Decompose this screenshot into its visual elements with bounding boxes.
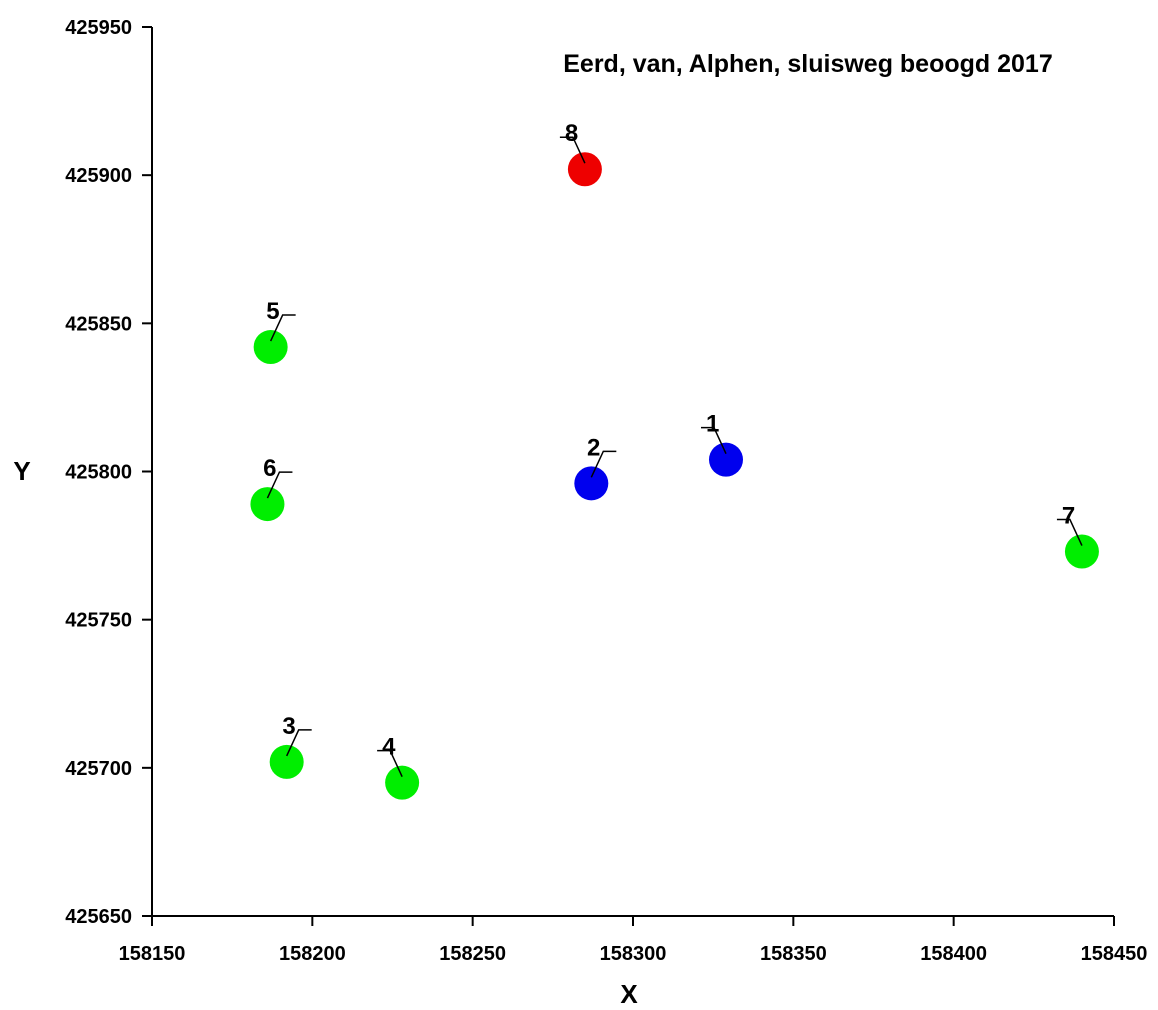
data-point <box>253 330 288 365</box>
y-axis-title: Y <box>13 456 30 486</box>
data-point-group: 6 <box>250 455 293 522</box>
data-point-group: 5 <box>253 298 296 365</box>
x-tick-label: 158150 <box>119 943 186 965</box>
x-tick-label: 158400 <box>920 943 987 965</box>
data-point <box>385 765 420 800</box>
data-point-group: 4 <box>377 734 420 800</box>
point-label-leader <box>700 426 727 454</box>
x-tick-label: 158350 <box>760 943 827 965</box>
data-point <box>1064 534 1099 569</box>
data-point <box>269 744 304 779</box>
point-label: 3 <box>282 713 295 740</box>
point-label-leader <box>269 314 296 342</box>
y-tick-label: 425950 <box>65 17 132 39</box>
data-point-group: 3 <box>269 713 312 779</box>
x-tick-label: 158200 <box>279 943 346 965</box>
y-tick-label: 425700 <box>65 758 132 780</box>
point-label-leader <box>590 450 617 478</box>
axes <box>151 27 1114 917</box>
data-point <box>708 442 743 477</box>
axis-ticks: 158150 158200 158250 158300 158350 158400 1584… <box>65 17 1147 965</box>
y-tick-label: 425900 <box>65 165 132 187</box>
y-tick-label: 425800 <box>65 462 132 484</box>
point-label-leader <box>1056 518 1083 546</box>
point-label: 1 <box>706 411 719 438</box>
data-points: 1 2 3 4 5 6 7 8 <box>250 120 1099 800</box>
y-tick-label: 425750 <box>65 610 132 632</box>
data-point-group: 8 <box>559 120 602 187</box>
x-tick-label: 158250 <box>439 943 506 965</box>
point-label-leader <box>285 729 312 757</box>
x-tick-label: 158450 <box>1081 943 1148 965</box>
data-point-group: 1 <box>700 411 743 477</box>
point-label: 6 <box>263 455 276 482</box>
y-tick-label: 425650 <box>65 906 132 928</box>
chart-title: Eerd, van, Alphen, sluisweg beoogd 2017 <box>563 50 1052 78</box>
point-label-leader <box>377 749 403 777</box>
y-tick-label: 425850 <box>65 313 132 335</box>
data-point <box>250 487 285 522</box>
data-point-group: 2 <box>574 434 617 501</box>
data-point <box>574 466 609 501</box>
point-label: 8 <box>565 120 578 147</box>
point-label-leader <box>266 471 293 499</box>
data-point <box>567 152 602 187</box>
x-tick-label: 158300 <box>600 943 667 965</box>
point-label: 7 <box>1062 503 1075 530</box>
point-label: 4 <box>382 734 396 761</box>
data-point-group: 7 <box>1056 503 1099 569</box>
x-axis-title: X <box>620 979 638 1009</box>
point-label-leader <box>559 136 586 164</box>
point-label: 2 <box>587 434 600 461</box>
point-label: 5 <box>266 298 279 325</box>
